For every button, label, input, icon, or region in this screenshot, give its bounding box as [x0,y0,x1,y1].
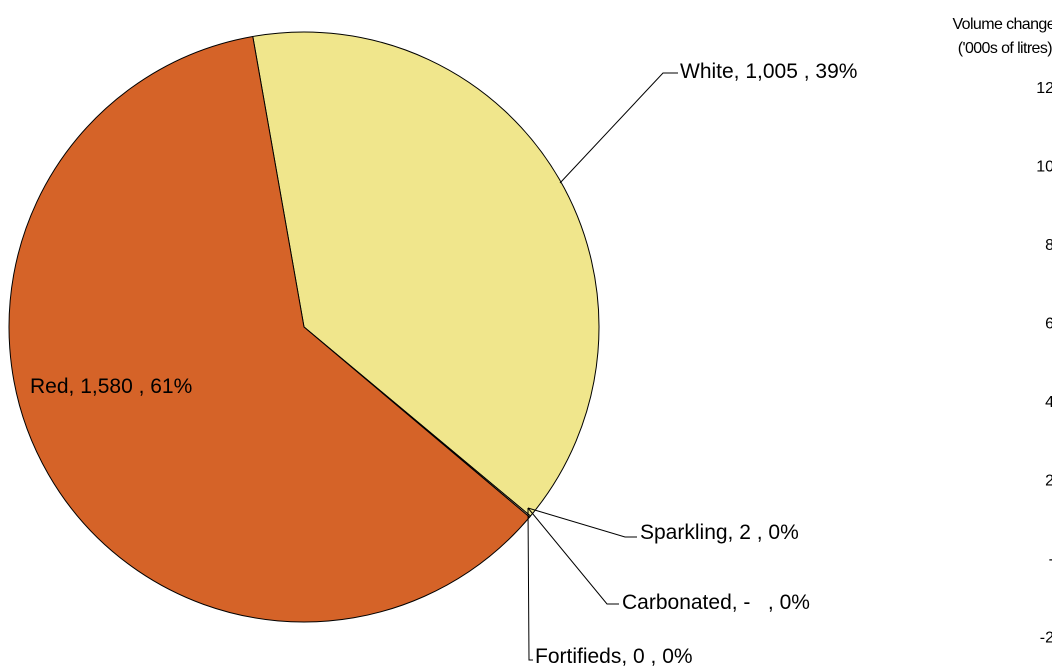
y-tick-label: 12 [1036,80,1052,97]
y-tick-label: 4 [1045,394,1052,411]
y-tick-label: 6 [1045,316,1052,333]
y-tick-label: - [1049,551,1052,568]
pie-slices [8,31,600,623]
leader-lines [527,72,678,661]
y-tick-label: 2 [1045,473,1052,490]
pie-slice-white [252,31,600,517]
y-axis-ticks: 12 10 8 6 4 2 - -2 [1036,80,1052,647]
y-tick-label: -2 [1040,630,1052,647]
y-axis-title-line-2: ('000s of litres) [958,40,1052,57]
data-label-sparkling: Sparkling, 2 , 0% [640,521,799,544]
data-label-white: White, 1,005 , 39% [680,60,857,83]
y-axis-title-line-1: Volume change [952,16,1052,33]
y-tick-label: 10 [1036,159,1052,176]
leader-line-sparkling [527,507,637,538]
pie-slice-red [8,35,531,623]
secondary-chart-axis: Volume change ('000s of litres) 12 10 8 6 4 2… [952,16,1052,647]
leader-line-carbonated [527,507,619,605]
data-label-fortifieds: Fortifieds, 0 , 0% [535,645,693,667]
leader-line-white [559,72,678,184]
y-tick-label: 8 [1045,237,1052,254]
data-label-carbonated: Carbonated, - , 0% [622,591,810,614]
data-label-red: Red, 1,580 , 61% [30,375,192,398]
leader-line-fortifieds [527,507,533,661]
